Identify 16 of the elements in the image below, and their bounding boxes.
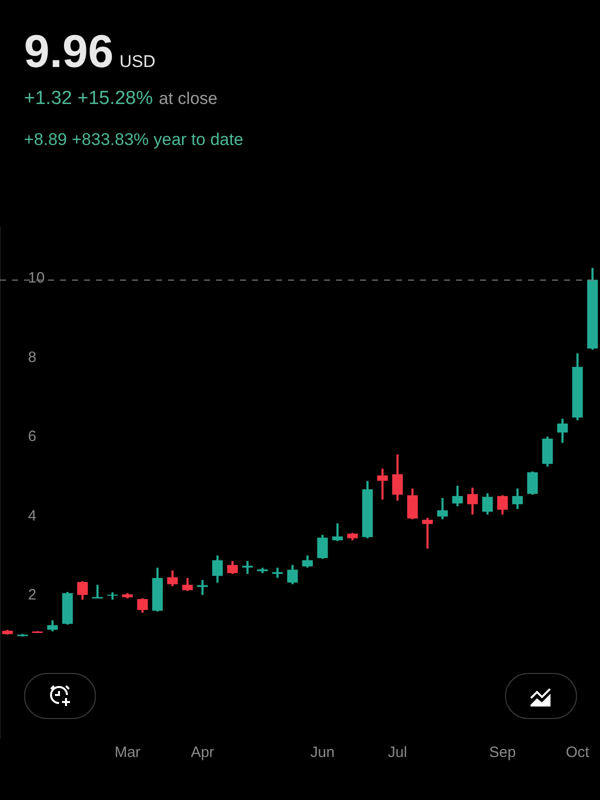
x-tick-label: Apr (190, 744, 214, 762)
text: USD (120, 52, 156, 71)
y-tick-label: 4 (28, 507, 36, 524)
text: at close (158, 89, 218, 108)
chart-title: 9.96 (24, 25, 114, 77)
x-tick-label: Jul (388, 744, 408, 762)
x-tick-label: Sep (489, 744, 516, 762)
y-tick-label: 10 (28, 270, 45, 287)
y-tick-label: 2 (28, 586, 36, 604)
y-tick-label: 8 (28, 348, 36, 366)
text: +1.32 +15.28% (24, 88, 153, 109)
y-tick-label: 6 (28, 428, 36, 446)
x-tick-label: Jun (310, 744, 335, 762)
text: +8.89 +833.83% year to date (24, 130, 244, 150)
x-tick-label: Mar (114, 744, 140, 762)
x-tick-label: Oct (566, 744, 590, 762)
